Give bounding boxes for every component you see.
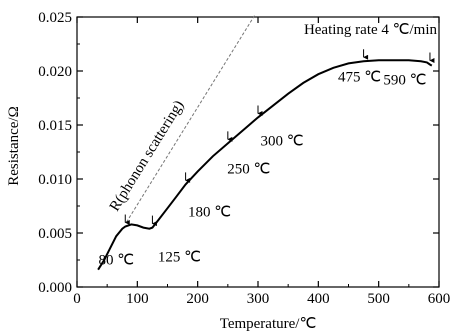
- y-tick-label: 0.020: [38, 64, 72, 80]
- plot-frame: [76, 16, 440, 288]
- annotation-label: 300 ℃: [260, 133, 303, 149]
- annotation-layer: 80 ℃ 125 ℃ 180 ℃ 250 ℃ 300 ℃ 475 ℃ 590 ℃: [98, 49, 435, 269]
- reference-line-layer: [126, 14, 256, 223]
- x-tick-label: 200: [186, 291, 209, 307]
- heating-rate-note: Heating rate 4 ℃/min: [304, 22, 438, 38]
- annotation-label: 180 ℃: [188, 204, 231, 220]
- x-tick-label: 100: [126, 291, 149, 307]
- y-tick-label: 0.000: [38, 280, 72, 296]
- y-tick-label: 0.005: [38, 226, 72, 242]
- annotation-label: 125 ℃: [158, 250, 201, 266]
- y-tick-label: 0.025: [38, 10, 72, 26]
- phonon-reference-line: [126, 14, 256, 223]
- x-tick-label: 0: [73, 291, 81, 307]
- x-tick-label: 300: [247, 291, 270, 307]
- y-axis: 0.000 0.005 0.010 0.015 0.020 0.025: [38, 10, 439, 296]
- x-axis-label: Temperature/℃: [220, 316, 317, 332]
- x-tick-label: 600: [428, 291, 451, 307]
- series-layer: [97, 59, 433, 271]
- x-axis: 0 100 200 300 400 500 600: [73, 17, 450, 307]
- annotation-label: 590 ℃: [383, 73, 426, 89]
- y-axis-label: Resistance/Ω: [6, 106, 22, 185]
- x-tick-label: 400: [307, 291, 330, 307]
- plot-border: [76, 16, 440, 288]
- y-tick-label: 0.010: [38, 172, 72, 188]
- annotation-label: 250 ℃: [227, 161, 270, 177]
- resistance-curve: [97, 59, 433, 271]
- x-tick-label: 500: [367, 291, 390, 307]
- annotation-label: 80 ℃: [98, 253, 134, 269]
- annotation-label: 475 ℃: [338, 69, 381, 85]
- y-tick-label: 0.015: [38, 118, 72, 134]
